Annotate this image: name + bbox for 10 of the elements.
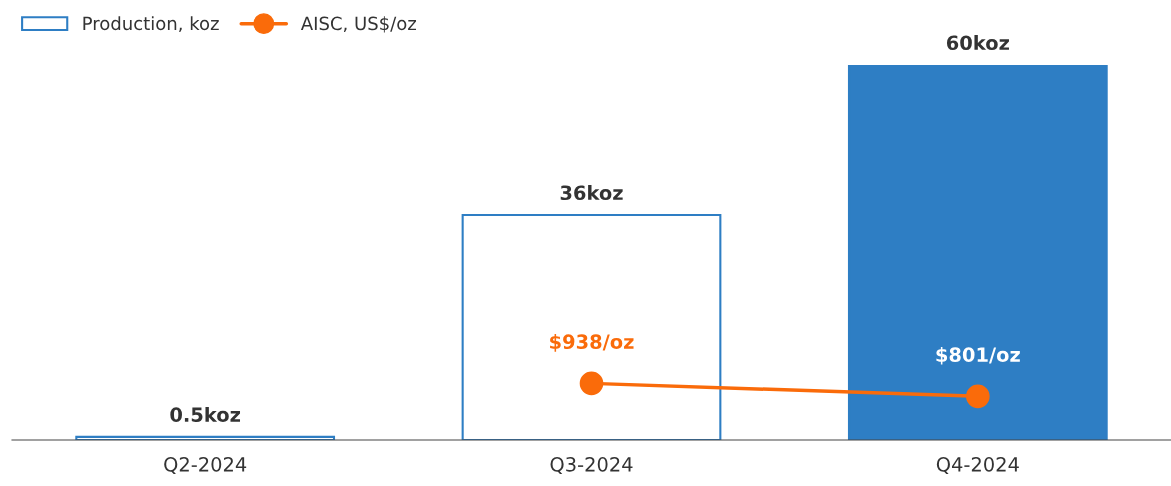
data-label: 60koz [946,35,1009,51]
x-tick-label: Q3-2024 [550,457,633,474]
data-label: $938/oz [550,334,634,352]
x-tick-label: Q4-2024 [936,457,1019,474]
x-tick-label: Q2-2024 [164,457,247,474]
legend-label: Production, koz [83,16,219,33]
data-label: 0.5koz [170,406,241,422]
legend-label: AISC, US$/oz [300,16,417,33]
data-label: $801/oz [936,346,1020,365]
data-label: 36koz [560,185,623,201]
